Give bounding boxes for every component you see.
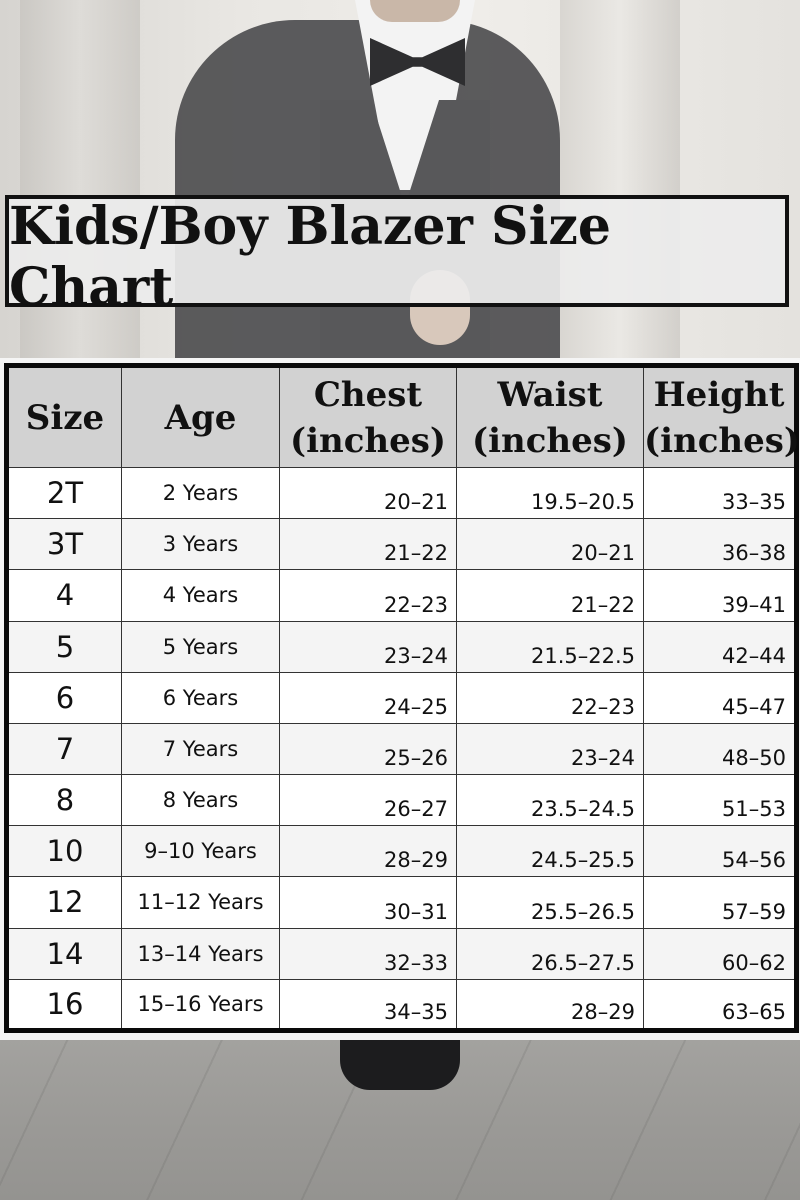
- cell-waist: 20–21: [456, 518, 644, 571]
- table-row: 5 5 Years 23–24 21.5–22.5 42–44: [6, 620, 797, 673]
- table-row: 4 4 Years 22–23 21–22 39–41: [6, 569, 797, 622]
- cell-height: 63–65: [643, 978, 797, 1032]
- cell-size: 7: [6, 722, 122, 776]
- header-height-unit: (inches): [644, 420, 800, 461]
- page-title: Kids/Boy Blazer Size Chart: [9, 196, 611, 318]
- cell-height: 48–50: [643, 722, 797, 776]
- cell-chest: 24–25: [279, 671, 457, 724]
- header-chest: Chest (inches): [279, 365, 457, 468]
- cell-chest: 25–26: [279, 722, 457, 776]
- cell-age: 15–16 Years: [121, 978, 280, 1032]
- size-chart-panel: Size Age Chest (inches) Waist (inches) H…: [0, 358, 800, 1040]
- table-row: 12 11–12 Years 30–31 25.5–26.5 57–59: [6, 876, 797, 929]
- cell-age: 5 Years: [121, 620, 280, 673]
- cell-size: 10: [6, 825, 122, 878]
- cell-waist: 25.5–26.5: [456, 876, 644, 929]
- cell-size: 8: [6, 774, 122, 827]
- cell-age: 6 Years: [121, 671, 280, 724]
- table-row: 8 8 Years 26–27 23.5–24.5 51–53: [6, 774, 797, 827]
- cell-waist: 23.5–24.5: [456, 774, 644, 827]
- table-row: 14 13–14 Years 32–33 26.5–27.5 60–62: [6, 927, 797, 980]
- cell-waist: 26.5–27.5: [456, 927, 644, 980]
- cell-waist: 28–29: [456, 978, 644, 1032]
- cell-size: 12: [6, 876, 122, 929]
- cell-size: 3T: [6, 518, 122, 571]
- cell-height: 33–35: [643, 466, 797, 520]
- cell-height: 51–53: [643, 774, 797, 827]
- cell-size: 6: [6, 671, 122, 724]
- cell-chest: 26–27: [279, 774, 457, 827]
- cell-height: 42–44: [643, 620, 797, 673]
- header-height: Height (inches): [643, 365, 800, 468]
- header-age: Age: [121, 365, 280, 468]
- header-chest-unit: (inches): [289, 420, 446, 461]
- cell-age: 4 Years: [121, 569, 280, 622]
- table-row: 6 6 Years 24–25 22–23 45–47: [6, 671, 797, 724]
- cell-height: 54–56: [643, 825, 797, 878]
- cell-waist: 21–22: [456, 569, 644, 622]
- cell-age: 2 Years: [121, 466, 280, 520]
- cell-waist: 19.5–20.5: [456, 466, 644, 520]
- cell-size: 2T: [6, 466, 122, 520]
- cell-age: 3 Years: [121, 518, 280, 571]
- cell-chest: 30–31: [279, 876, 457, 929]
- cell-chest: 20–21: [279, 466, 457, 520]
- header-waist: Waist (inches): [456, 365, 644, 468]
- cell-height: 60–62: [643, 927, 797, 980]
- cell-size: 16: [6, 978, 122, 1032]
- cell-height: 36–38: [643, 518, 797, 571]
- cell-chest: 28–29: [279, 825, 457, 878]
- cell-chest: 34–35: [279, 978, 457, 1032]
- header-chest-label: Chest: [313, 374, 423, 415]
- header-waist-unit: (inches): [471, 420, 628, 461]
- header-row: Size Age Chest (inches) Waist (inches) H…: [6, 365, 800, 468]
- cell-size: 5: [6, 620, 122, 673]
- cell-age: 9–10 Years: [121, 825, 280, 878]
- cell-chest: 22–23: [279, 569, 457, 622]
- cell-waist: 23–24: [456, 722, 644, 776]
- cell-chest: 21–22: [279, 518, 457, 571]
- cell-age: 11–12 Years: [121, 876, 280, 929]
- cell-age: 13–14 Years: [121, 927, 280, 980]
- title-banner: Kids/Boy Blazer Size Chart: [5, 195, 789, 318]
- cell-waist: 24.5–25.5: [456, 825, 644, 878]
- cell-chest: 23–24: [279, 620, 457, 673]
- header-height-label: Height: [653, 374, 785, 415]
- cell-height: 57–59: [643, 876, 797, 929]
- cell-chest: 32–33: [279, 927, 457, 980]
- table-row: 16 15–16 Years 34–35 28–29 63–65: [6, 978, 797, 1032]
- size-chart-table: Size Age Chest (inches) Waist (inches) H…: [4, 363, 800, 1033]
- cell-age: 7 Years: [121, 722, 280, 776]
- cell-age: 8 Years: [121, 774, 280, 827]
- cell-height: 39–41: [643, 569, 797, 622]
- table-row: 3T 3 Years 21–22 20–21 36–38: [6, 518, 797, 571]
- cell-height: 45–47: [643, 671, 797, 724]
- cell-waist: 22–23: [456, 671, 644, 724]
- cell-size: 14: [6, 927, 122, 980]
- cell-size: 4: [6, 569, 122, 622]
- shoe: [340, 1040, 460, 1090]
- header-waist-label: Waist: [497, 374, 603, 415]
- header-size: Size: [6, 365, 122, 468]
- table-row: 10 9–10 Years 28–29 24.5–25.5 54–56: [6, 825, 797, 878]
- child-chin: [370, 0, 460, 22]
- table-row: 7 7 Years 25–26 23–24 48–50: [6, 722, 797, 776]
- cell-waist: 21.5–22.5: [456, 620, 644, 673]
- table-row: 2T 2 Years 20–21 19.5–20.5 33–35: [6, 466, 797, 520]
